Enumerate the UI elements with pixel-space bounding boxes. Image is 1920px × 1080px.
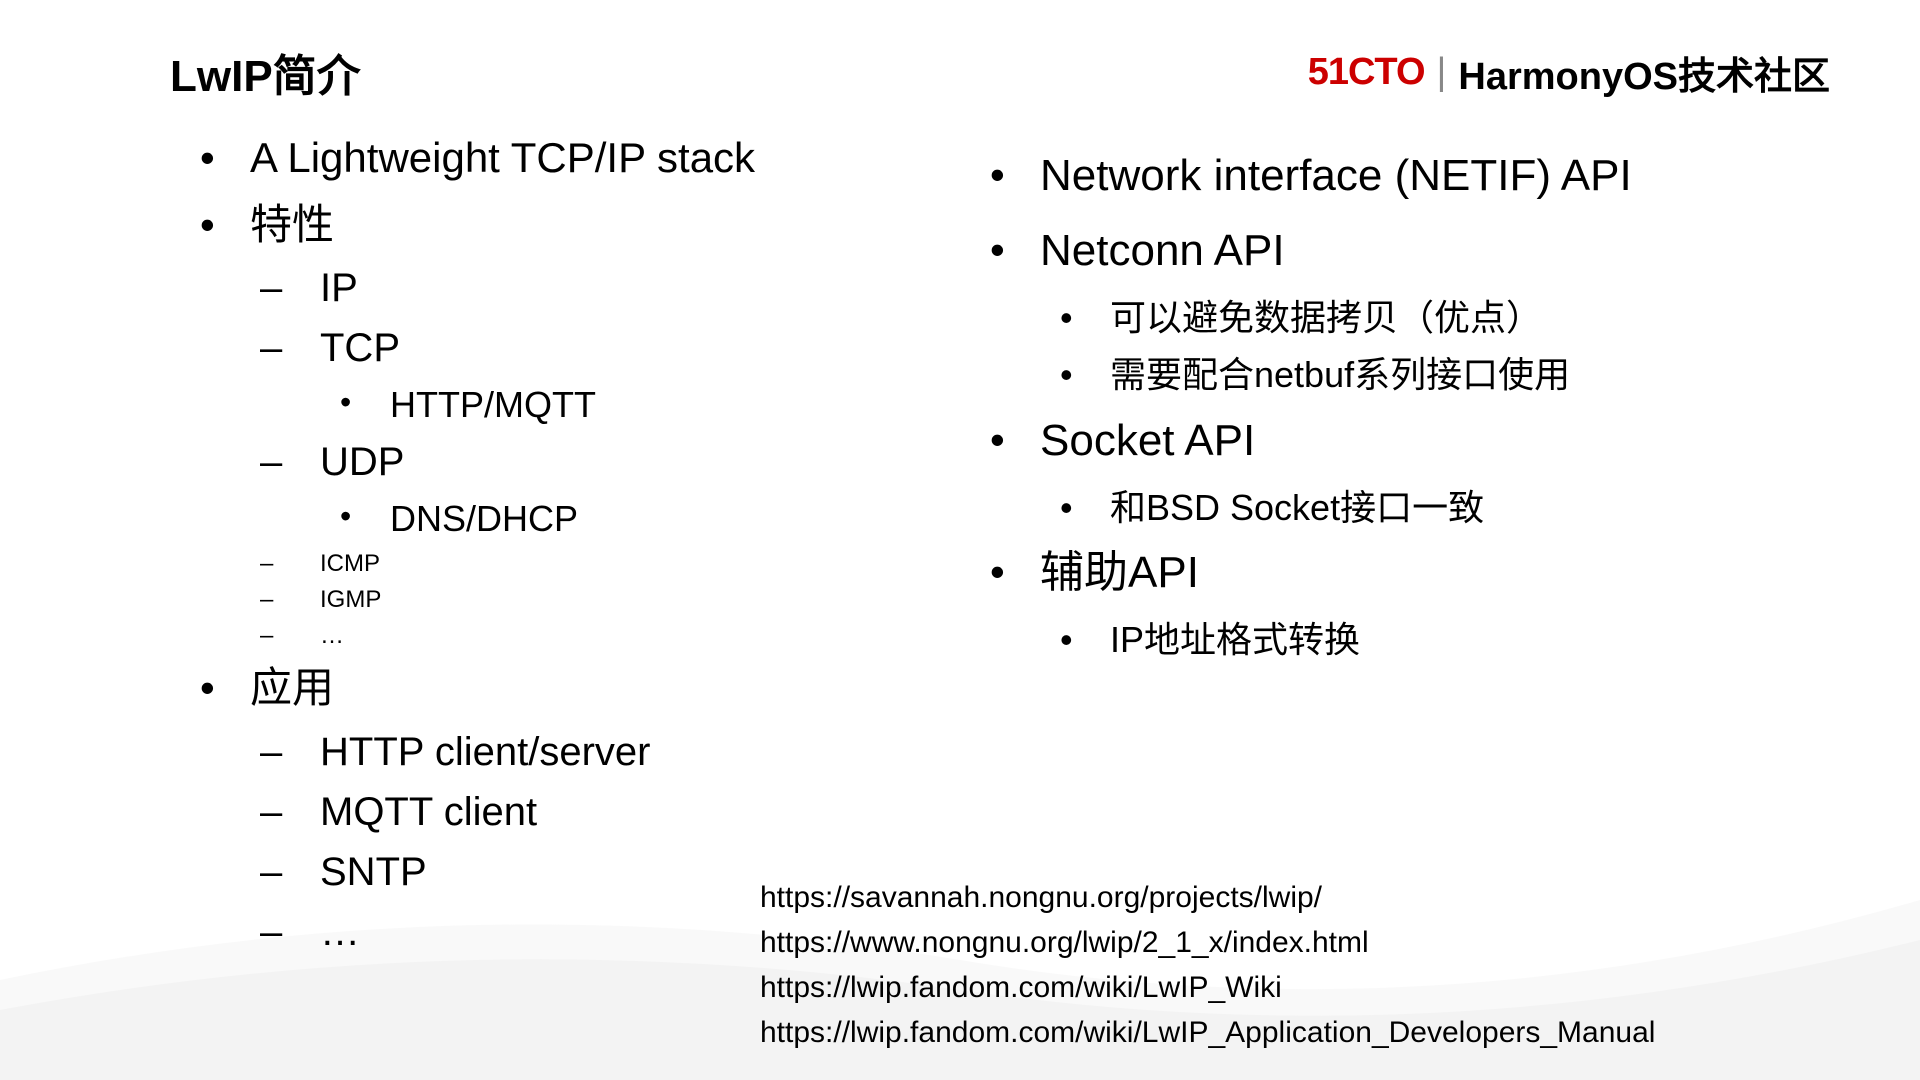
content: A Lightweight TCP/IP stack 特性 IP TCP HTT…: [60, 124, 1860, 962]
left-column: A Lightweight TCP/IP stack 特性 IP TCP HTT…: [200, 124, 950, 962]
link-4: https://lwip.fandom.com/wiki/LwIP_Applic…: [760, 1010, 1655, 1055]
link-3: https://lwip.fandom.com/wiki/LwIP_Wiki: [760, 965, 1655, 1010]
right-item-2: Netconn API: [990, 214, 1860, 289]
brand-divider: |: [1437, 51, 1447, 94]
right-item-4-1: IP地址格式转换: [1050, 611, 1860, 669]
right-item-3-1: 和BSD Socket接口一致: [1050, 479, 1860, 537]
left-item-3-2: MQTT client: [260, 782, 950, 842]
right-item-4: 辅助API: [990, 536, 1860, 611]
left-item-3-1: HTTP client/server: [260, 722, 950, 782]
link-2: https://www.nongnu.org/lwip/2_1_x/index.…: [760, 920, 1655, 965]
reference-links: https://savannah.nongnu.org/projects/lwi…: [760, 875, 1655, 1055]
slide-title: LwIP简介: [170, 40, 361, 104]
left-item-2-3-1: DNS/DHCP: [330, 492, 950, 546]
left-item-3: 应用: [200, 654, 950, 721]
right-item-3: Socket API: [990, 404, 1860, 479]
left-item-2-1: IP: [260, 258, 950, 318]
left-item-2-2-1: HTTP/MQTT: [330, 378, 950, 432]
left-item-2-2: TCP: [260, 318, 950, 378]
right-column: Network interface (NETIF) API Netconn AP…: [990, 124, 1860, 962]
brand: 51CTO | HarmonyOS技术社区: [1308, 45, 1830, 100]
left-item-2-5: IGMP: [260, 582, 950, 618]
header: LwIP简介 51CTO | HarmonyOS技术社区: [60, 40, 1860, 104]
left-item-2-3: UDP: [260, 432, 950, 492]
left-item-1: A Lightweight TCP/IP stack: [200, 124, 950, 191]
right-item-1: Network interface (NETIF) API: [990, 139, 1860, 214]
brand-text: HarmonyOS技术社区: [1458, 45, 1830, 100]
link-1: https://savannah.nongnu.org/projects/lwi…: [760, 875, 1655, 920]
left-item-2-4: ICMP: [260, 546, 950, 582]
right-item-2-2: 需要配合netbuf系列接口使用: [1050, 346, 1860, 404]
right-item-2-1: 可以避免数据拷贝（优点）: [1050, 289, 1860, 347]
brand-logo: 51CTO: [1308, 51, 1425, 94]
slide: LwIP简介 51CTO | HarmonyOS技术社区 A Lightweig…: [0, 0, 1920, 1080]
left-item-2: 特性: [200, 191, 950, 258]
left-item-2-6: …: [260, 618, 950, 654]
